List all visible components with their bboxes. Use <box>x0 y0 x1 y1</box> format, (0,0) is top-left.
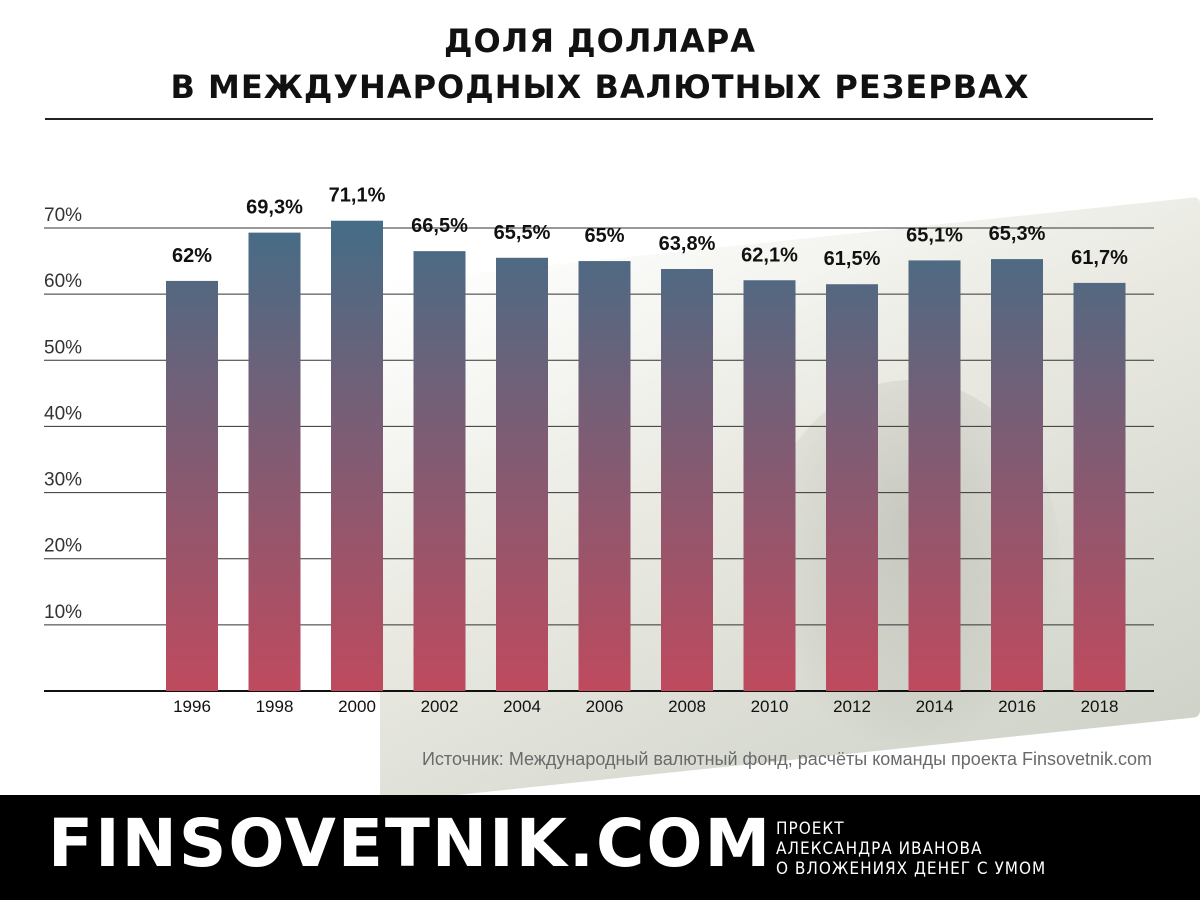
x-tick-label: 2006 <box>586 697 624 716</box>
brand-logo-text: FINSOVETNIK.COM <box>48 805 773 882</box>
x-tick-label: 2010 <box>751 697 789 716</box>
bars <box>166 220 1126 691</box>
data-label: 65,5% <box>494 222 551 244</box>
title-divider <box>45 118 1153 120</box>
bar <box>166 280 218 691</box>
bar <box>413 251 466 691</box>
bar <box>826 284 878 691</box>
chart-title-line2: В МЕЖДУНАРОДНЫХ ВАЛЮТНЫХ РЕЗЕРВАХ <box>170 68 1030 106</box>
data-label: 62% <box>172 245 212 267</box>
y-tick-label: 70% <box>44 205 82 226</box>
bar <box>496 257 548 691</box>
bar <box>991 259 1043 691</box>
bar-chart: 10% 20% 30% 40% 50% 60% 70% 62% 1996 69,3% 1998 71,… <box>44 185 1154 716</box>
y-tick-label: 30% <box>44 470 82 491</box>
bar <box>743 280 796 691</box>
labels: 10% 20% 30% 40% 50% 60% 70% 62% 1996 69,3% 1998 71,… <box>44 185 1128 716</box>
x-tick-label: 2016 <box>998 697 1036 716</box>
data-label: 61,5% <box>824 248 881 270</box>
data-label: 62,1% <box>741 244 798 266</box>
x-tick-label: 2002 <box>421 697 459 716</box>
bar <box>331 220 383 691</box>
bar <box>661 269 713 691</box>
data-label: 66,5% <box>411 215 468 237</box>
x-tick-label: 2008 <box>668 697 706 716</box>
tagline-line2: АЛЕКСАНДРА ИВАНОВА <box>776 839 983 859</box>
tagline-line3: О ВЛОЖЕНИЯХ ДЕНЕГ С УМОМ <box>776 859 1047 879</box>
data-label: 65,3% <box>989 223 1046 245</box>
y-tick-label: 50% <box>44 337 82 358</box>
tagline-line1: ПРОЕКТ <box>776 819 845 839</box>
source-note: Источник: Международный валютный фонд, р… <box>421 749 1152 769</box>
data-label: 65% <box>584 225 624 247</box>
x-tick-label: 2004 <box>503 697 541 716</box>
x-tick-label: 2018 <box>1081 697 1119 716</box>
y-tick-label: 10% <box>44 602 82 623</box>
data-label: 63,8% <box>659 233 716 255</box>
brand-tagline: ПРОЕКТ АЛЕКСАНДРА ИВАНОВА О ВЛОЖЕНИЯХ ДЕ… <box>776 819 1046 879</box>
bar <box>578 261 631 691</box>
x-tick-label: 2014 <box>916 697 954 716</box>
y-tick-label: 20% <box>44 536 82 557</box>
footer-bar: FINSOVETNIK.COM ПРОЕКТ АЛЕКСАНДРА ИВАНОВ… <box>0 795 1200 900</box>
data-label: 69,3% <box>246 197 303 219</box>
x-tick-label: 1996 <box>173 697 211 716</box>
y-tick-label: 60% <box>44 271 82 292</box>
data-label: 65,1% <box>906 224 963 246</box>
chart-title-line1: ДОЛЯ ДОЛЛАРА <box>444 22 756 60</box>
bar <box>1073 282 1126 691</box>
y-tick-label: 40% <box>44 403 82 424</box>
bar <box>248 232 301 691</box>
data-label: 61,7% <box>1071 247 1128 269</box>
x-tick-label: 1998 <box>256 697 294 716</box>
data-label: 71,1% <box>329 185 386 207</box>
x-tick-label: 2012 <box>833 697 871 716</box>
x-tick-label: 2000 <box>338 697 376 716</box>
bar <box>908 260 961 691</box>
